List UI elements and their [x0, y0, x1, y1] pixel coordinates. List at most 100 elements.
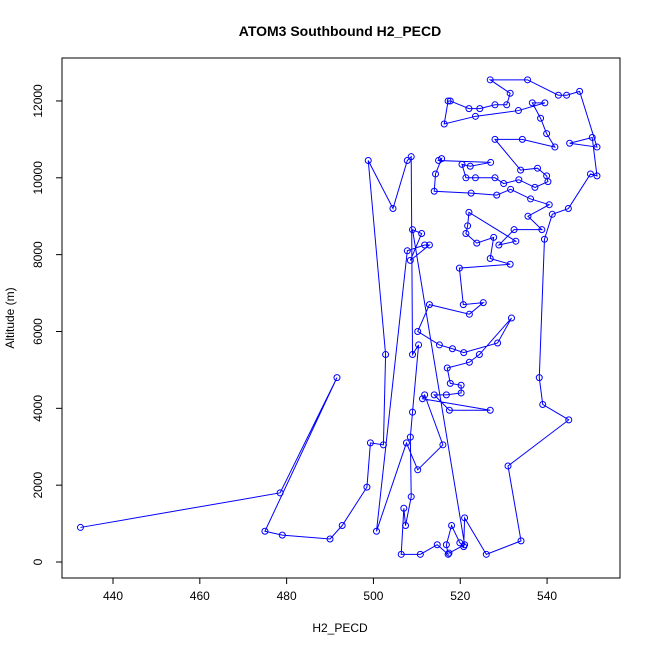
point [372, 527, 380, 535]
point [515, 176, 523, 184]
point [414, 466, 422, 474]
point [503, 101, 511, 109]
point [524, 76, 532, 84]
point [514, 107, 522, 115]
point [407, 493, 415, 501]
point [462, 174, 470, 182]
x-tick-label: 460 [190, 589, 210, 603]
point [564, 205, 572, 213]
point [403, 157, 411, 165]
point [510, 226, 518, 234]
point [445, 549, 453, 557]
point [465, 208, 473, 216]
point [465, 358, 473, 366]
x-tick-label: 520 [450, 589, 470, 603]
point [563, 91, 571, 99]
point [545, 201, 553, 209]
point [554, 91, 562, 99]
point [440, 120, 448, 128]
point [455, 264, 463, 272]
point [540, 235, 548, 243]
point [491, 101, 499, 109]
point [443, 364, 451, 372]
point [490, 233, 498, 241]
y-tick-label: 2000 [31, 472, 45, 499]
point [528, 99, 536, 107]
point [576, 87, 584, 95]
point [471, 174, 479, 182]
point [531, 183, 539, 191]
point [457, 389, 465, 397]
point [379, 441, 387, 449]
point [544, 178, 552, 186]
point [445, 406, 453, 414]
point [400, 504, 408, 512]
point [276, 489, 284, 497]
point [389, 205, 397, 213]
point [566, 139, 574, 147]
point [593, 172, 601, 180]
y-axis-label: Altitude (m) [3, 287, 17, 348]
point [409, 408, 417, 416]
point [464, 222, 472, 230]
point [326, 535, 334, 543]
point [518, 135, 526, 143]
point [482, 550, 490, 558]
point [487, 158, 495, 166]
point [527, 195, 535, 203]
point [517, 537, 525, 545]
point [430, 391, 438, 399]
point [444, 97, 452, 105]
point [406, 256, 414, 264]
point [363, 483, 371, 491]
x-tick-label: 540 [537, 589, 557, 603]
point [548, 210, 556, 218]
point [76, 523, 84, 531]
x-tick-label: 500 [363, 589, 383, 603]
point [448, 522, 456, 530]
point [446, 379, 454, 387]
point [476, 105, 484, 113]
point [459, 301, 467, 309]
point [460, 349, 468, 357]
point [543, 130, 551, 138]
point [479, 299, 487, 307]
point [461, 541, 469, 549]
point [425, 241, 433, 249]
point [430, 187, 438, 195]
point [418, 230, 426, 238]
point [421, 241, 429, 249]
point [382, 351, 390, 359]
point [444, 550, 452, 558]
point [433, 541, 441, 549]
point [507, 185, 515, 193]
point [467, 189, 475, 197]
point [534, 164, 542, 172]
point [461, 514, 469, 522]
point [407, 153, 415, 161]
point [278, 531, 286, 539]
point [539, 400, 547, 408]
point [403, 247, 411, 255]
y-tick-label: 4000 [31, 395, 45, 422]
point [565, 416, 573, 424]
point [512, 237, 520, 245]
point [486, 76, 494, 84]
point [551, 143, 559, 151]
point [466, 162, 474, 170]
point [517, 166, 525, 174]
point [442, 391, 450, 399]
y-tick-label: 0 [31, 558, 45, 565]
point [414, 327, 422, 335]
point [495, 241, 503, 249]
point [524, 212, 532, 220]
point [475, 351, 483, 359]
y-tick-label: 10000 [31, 161, 45, 195]
point [402, 439, 410, 447]
point [366, 439, 374, 447]
point [416, 550, 424, 558]
point [438, 155, 446, 163]
point [409, 226, 417, 234]
point [465, 310, 473, 318]
